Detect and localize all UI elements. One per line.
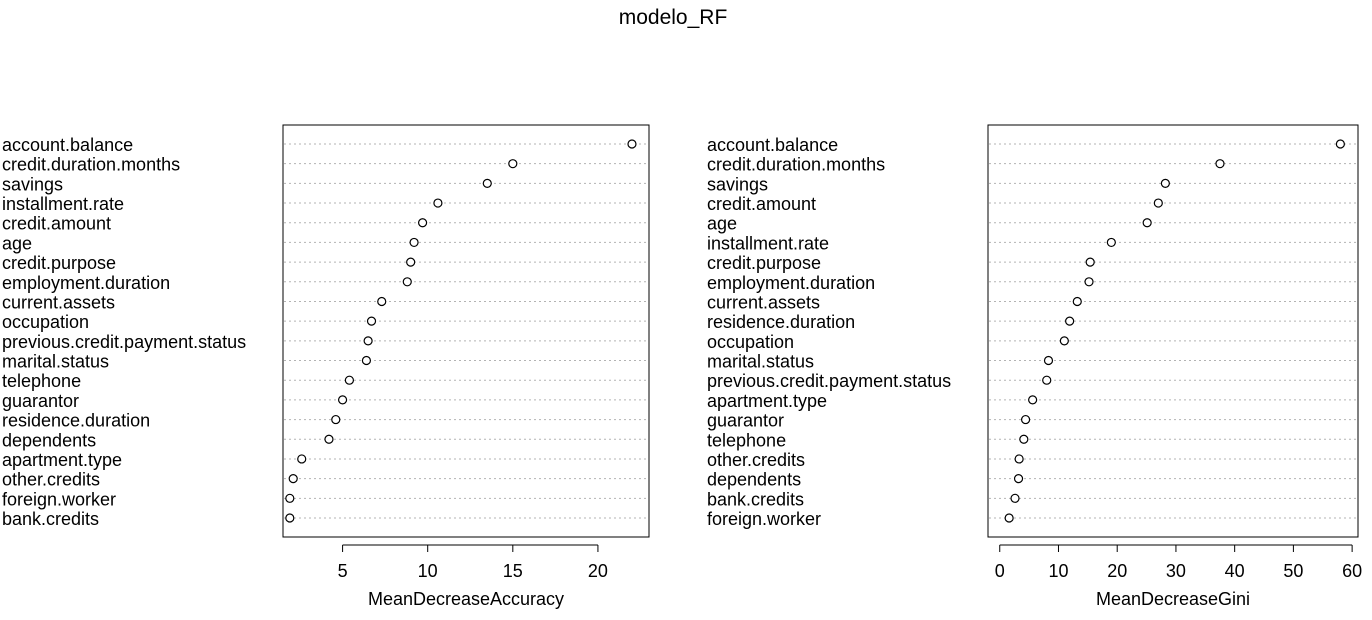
data-point — [366, 316, 377, 326]
data-point — [285, 513, 295, 523]
category-label: occupation — [2, 312, 89, 332]
category-label: foreign.worker — [2, 489, 116, 509]
category-label: bank.credits — [2, 509, 99, 529]
x-tick-label: 5 — [338, 561, 348, 581]
category-label: credit.duration.months — [707, 155, 885, 175]
data-point — [361, 355, 372, 366]
data-point — [417, 218, 428, 228]
data-point — [1059, 336, 1069, 346]
data-point — [337, 395, 348, 405]
category-label: telephone — [2, 371, 81, 391]
category-label: marital.status — [2, 352, 109, 372]
data-point — [1106, 237, 1116, 248]
category-label: other.credits — [707, 450, 805, 470]
x-tick-label: 0 — [995, 561, 1005, 581]
category-label: dependents — [2, 430, 96, 450]
data-point — [377, 296, 387, 307]
x-tick-label: 15 — [503, 561, 523, 581]
category-label: account.balance — [2, 135, 133, 155]
category-label: current.assets — [707, 292, 820, 312]
data-point — [1042, 375, 1052, 385]
data-point — [1153, 198, 1163, 208]
category-label: marital.status — [707, 352, 814, 372]
category-label: savings — [2, 174, 63, 194]
data-point — [1215, 159, 1225, 169]
data-point — [409, 237, 419, 248]
data-point — [288, 474, 298, 484]
category-label: credit.purpose — [2, 253, 116, 273]
plot-box — [987, 124, 1359, 538]
category-label: apartment.type — [707, 391, 827, 411]
data-point — [1013, 474, 1024, 484]
category-label: credit.amount — [2, 214, 111, 234]
data-point — [1028, 395, 1038, 405]
data-point — [1160, 178, 1170, 188]
data-point — [433, 198, 443, 208]
data-point — [1335, 139, 1345, 149]
category-label: age — [2, 233, 32, 253]
x-tick-label: 10 — [418, 561, 438, 581]
category-label: credit.purpose — [707, 253, 821, 273]
data-point — [1072, 296, 1082, 307]
data-point — [402, 277, 412, 287]
category-label: previous.credit.payment.status — [707, 371, 951, 391]
data-point — [1004, 513, 1014, 523]
category-label: credit.amount — [707, 194, 816, 214]
x-tick-label: 10 — [1048, 561, 1068, 581]
category-label: guarantor — [2, 391, 79, 411]
data-point — [344, 375, 354, 385]
data-point — [482, 178, 492, 188]
x-tick-label: 60 — [1342, 561, 1362, 581]
category-label: employment.duration — [707, 273, 875, 293]
data-point — [406, 257, 416, 267]
category-label: foreign.worker — [707, 509, 821, 529]
x-tick-label: 50 — [1283, 561, 1303, 581]
data-point — [324, 434, 334, 444]
data-point — [508, 159, 518, 169]
category-label: bank.credits — [707, 489, 804, 509]
category-label: residence.duration — [707, 312, 855, 332]
category-label: other.credits — [2, 470, 100, 490]
category-label: current.assets — [2, 292, 115, 312]
figure-title: modelo_RF — [619, 6, 728, 29]
data-point — [1014, 454, 1024, 464]
panel-mean-decrease-accuracy: account.balancecredit.duration.monthssav… — [2, 124, 650, 609]
x-axis-label: MeanDecreaseAccuracy — [368, 589, 564, 609]
data-point — [1142, 218, 1152, 228]
category-label: dependents — [707, 470, 801, 490]
data-point — [297, 454, 307, 464]
data-point — [627, 139, 637, 149]
data-point — [1010, 493, 1020, 503]
x-axis-label: MeanDecreaseGini — [1096, 589, 1250, 609]
category-label: credit.duration.months — [2, 155, 180, 175]
category-label: guarantor — [707, 411, 784, 431]
category-label: age — [707, 214, 737, 234]
x-tick-label: 40 — [1225, 561, 1245, 581]
data-point — [1065, 316, 1075, 326]
category-label: savings — [707, 174, 768, 194]
data-point — [363, 336, 373, 346]
x-tick-label: 30 — [1166, 561, 1186, 581]
data-point — [1084, 277, 1094, 287]
x-tick-label: 20 — [1107, 561, 1127, 581]
category-label: previous.credit.payment.status — [2, 332, 246, 352]
data-point — [331, 414, 341, 425]
data-point — [1019, 434, 1029, 444]
data-point — [1043, 355, 1054, 366]
category-label: employment.duration — [2, 273, 170, 293]
panel-mean-decrease-gini: account.balancecredit.duration.monthssav… — [707, 124, 1362, 609]
category-label: apartment.type — [2, 450, 122, 470]
data-point — [285, 493, 295, 503]
category-label: residence.duration — [2, 411, 150, 431]
category-label: installment.rate — [707, 233, 829, 253]
category-label: occupation — [707, 332, 794, 352]
data-point — [1085, 257, 1095, 267]
category-label: telephone — [707, 430, 786, 450]
category-label: installment.rate — [2, 194, 124, 214]
category-label: account.balance — [707, 135, 838, 155]
data-point — [1020, 414, 1031, 425]
plot-box — [282, 124, 650, 538]
x-tick-label: 20 — [588, 561, 608, 581]
